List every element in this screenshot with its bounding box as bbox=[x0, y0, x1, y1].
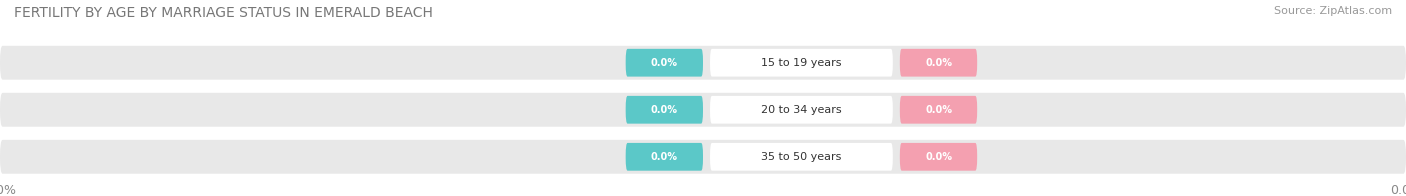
FancyBboxPatch shape bbox=[900, 49, 977, 77]
FancyBboxPatch shape bbox=[0, 46, 1406, 80]
FancyBboxPatch shape bbox=[710, 49, 893, 77]
FancyBboxPatch shape bbox=[0, 140, 1406, 174]
Text: 0.0%: 0.0% bbox=[925, 58, 952, 68]
FancyBboxPatch shape bbox=[710, 143, 893, 171]
Text: FERTILITY BY AGE BY MARRIAGE STATUS IN EMERALD BEACH: FERTILITY BY AGE BY MARRIAGE STATUS IN E… bbox=[14, 6, 433, 20]
FancyBboxPatch shape bbox=[710, 96, 893, 124]
FancyBboxPatch shape bbox=[900, 143, 977, 171]
Text: 0.0%: 0.0% bbox=[651, 58, 678, 68]
Text: 20 to 34 years: 20 to 34 years bbox=[761, 105, 842, 115]
Text: 35 to 50 years: 35 to 50 years bbox=[761, 152, 842, 162]
Text: 0.0%: 0.0% bbox=[925, 105, 952, 115]
Text: 0.0%: 0.0% bbox=[651, 105, 678, 115]
FancyBboxPatch shape bbox=[626, 96, 703, 124]
FancyBboxPatch shape bbox=[626, 49, 703, 77]
FancyBboxPatch shape bbox=[900, 96, 977, 124]
Text: 0.0%: 0.0% bbox=[651, 152, 678, 162]
FancyBboxPatch shape bbox=[626, 143, 703, 171]
Text: Source: ZipAtlas.com: Source: ZipAtlas.com bbox=[1274, 6, 1392, 16]
FancyBboxPatch shape bbox=[0, 93, 1406, 127]
Text: 15 to 19 years: 15 to 19 years bbox=[761, 58, 842, 68]
Text: 0.0%: 0.0% bbox=[925, 152, 952, 162]
